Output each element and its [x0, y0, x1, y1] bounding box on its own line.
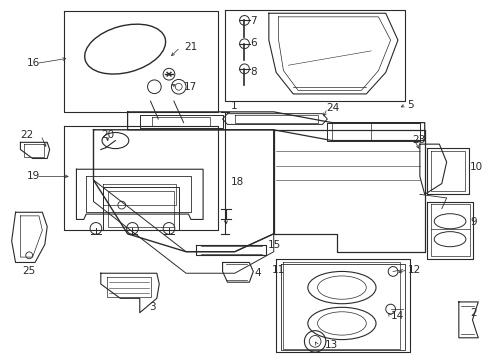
- Text: 23: 23: [412, 135, 425, 145]
- Text: 7: 7: [250, 16, 257, 26]
- Text: 13: 13: [324, 340, 337, 350]
- Text: 2: 2: [469, 308, 476, 318]
- Text: 25: 25: [22, 266, 36, 276]
- Text: 22: 22: [20, 130, 34, 140]
- Text: 17: 17: [183, 82, 197, 92]
- Text: 20: 20: [101, 130, 114, 140]
- Text: 1: 1: [230, 102, 237, 112]
- Text: 14: 14: [390, 311, 403, 321]
- Text: 21: 21: [183, 42, 197, 52]
- Text: 9: 9: [469, 217, 476, 227]
- Text: 5: 5: [407, 100, 413, 110]
- Text: 4: 4: [254, 268, 260, 278]
- Text: 18: 18: [230, 177, 244, 187]
- Text: 8: 8: [250, 67, 257, 77]
- Text: 16: 16: [27, 58, 41, 68]
- Text: 19: 19: [27, 171, 41, 181]
- Text: 12: 12: [407, 265, 420, 275]
- Text: 11: 11: [271, 265, 285, 275]
- Text: 3: 3: [149, 302, 156, 312]
- Text: 6: 6: [250, 38, 257, 48]
- Text: 10: 10: [469, 162, 482, 172]
- Text: 15: 15: [267, 239, 281, 249]
- Text: 24: 24: [325, 103, 339, 113]
